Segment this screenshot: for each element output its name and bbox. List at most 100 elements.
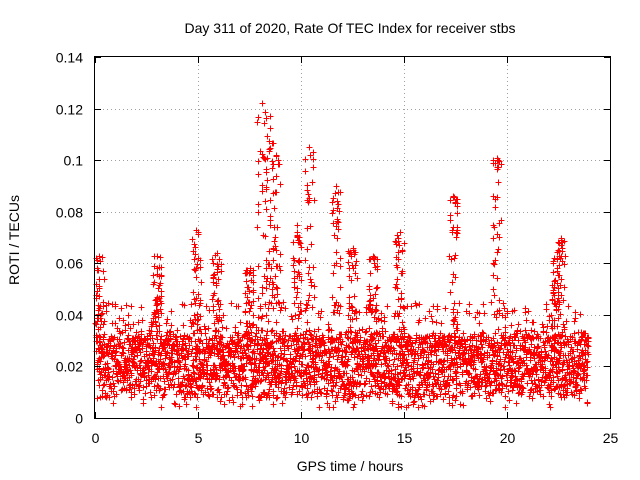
data-point: [344, 362, 351, 369]
data-point: [161, 361, 168, 368]
data-point: [384, 362, 391, 369]
data-point: [281, 336, 288, 343]
data-point: [330, 404, 337, 411]
data-point: [394, 276, 401, 283]
data-point: [295, 304, 302, 311]
data-point: [295, 315, 302, 322]
data-point: [353, 258, 360, 265]
data-point: [515, 390, 522, 397]
data-point: [378, 317, 385, 324]
data-point: [398, 393, 405, 400]
data-point: [488, 299, 495, 306]
data-point: [110, 380, 117, 387]
data-point: [434, 303, 441, 310]
data-point: [203, 303, 210, 310]
data-point: [333, 249, 340, 256]
data-point: [125, 312, 132, 319]
data-point: [249, 384, 256, 391]
data-point: [265, 318, 272, 325]
data-point: [380, 333, 387, 340]
data-point: [112, 303, 119, 310]
data-point: [572, 315, 579, 322]
y-tick-label: 0.1: [64, 153, 84, 169]
x-tick-label: 0: [92, 430, 100, 446]
data-point: [193, 404, 200, 411]
data-point: [337, 284, 344, 291]
data-point: [236, 371, 243, 378]
data-point: [116, 315, 123, 322]
data-point: [210, 307, 217, 314]
data-point: [301, 340, 308, 347]
data-point: [363, 392, 370, 399]
data-point: [277, 267, 284, 274]
data-point: [546, 401, 553, 408]
data-point: [269, 339, 276, 346]
data-point: [576, 395, 583, 402]
data-point: [394, 232, 401, 239]
data-point: [339, 378, 346, 385]
data-point: [101, 276, 108, 283]
data-point: [101, 331, 108, 338]
data-point: [466, 301, 473, 308]
data-point: [112, 320, 119, 327]
data-point: [280, 339, 287, 346]
y-tick-label: 0.14: [56, 50, 83, 66]
data-point: [391, 356, 398, 363]
data-point: [522, 327, 529, 334]
data-point: [258, 377, 265, 384]
data-point: [256, 350, 263, 357]
data-point: [273, 173, 280, 180]
data-point: [273, 395, 280, 402]
data-point: [476, 320, 483, 327]
data-point: [322, 349, 329, 356]
data-point: [375, 357, 382, 364]
data-point: [344, 334, 351, 341]
data-point: [111, 383, 118, 390]
data-point: [318, 308, 325, 315]
data-point: [292, 312, 299, 319]
data-point: [249, 403, 256, 410]
data-point: [168, 308, 175, 315]
data-point: [248, 361, 255, 368]
data-point: [563, 318, 570, 325]
data-point: [148, 368, 155, 375]
data-point: [305, 390, 312, 397]
data-point: [271, 238, 278, 245]
data-point: [116, 336, 123, 343]
data-point: [269, 158, 276, 165]
data-point: [205, 392, 212, 399]
data-point: [308, 332, 315, 339]
data-point: [371, 260, 378, 267]
data-point: [209, 256, 216, 263]
data-point: [190, 369, 197, 376]
data-point: [325, 334, 332, 341]
data-point: [355, 394, 362, 401]
data-point: [263, 285, 270, 292]
data-point: [320, 359, 327, 366]
data-point: [450, 306, 457, 313]
data-point: [454, 210, 461, 217]
data-point: [151, 392, 158, 399]
data-point: [220, 312, 227, 319]
data-point: [297, 300, 304, 307]
data-point: [306, 327, 313, 334]
data-point: [226, 397, 233, 404]
data-point: [367, 270, 374, 277]
data-point: [237, 319, 244, 326]
data-point: [263, 312, 270, 319]
data-point: [127, 325, 134, 332]
y-tick-label: 0.08: [56, 205, 83, 221]
data-point: [162, 355, 169, 362]
data-point: [273, 330, 280, 337]
data-point: [296, 388, 303, 395]
data-point: [271, 205, 278, 212]
data-point: [302, 257, 309, 264]
data-point: [307, 276, 314, 283]
data-point: [326, 354, 333, 361]
data-point: [131, 391, 138, 398]
data-point: [181, 375, 188, 382]
data-point: [316, 386, 323, 393]
data-point: [131, 338, 138, 345]
data-point: [147, 389, 154, 396]
data-point: [182, 340, 189, 347]
